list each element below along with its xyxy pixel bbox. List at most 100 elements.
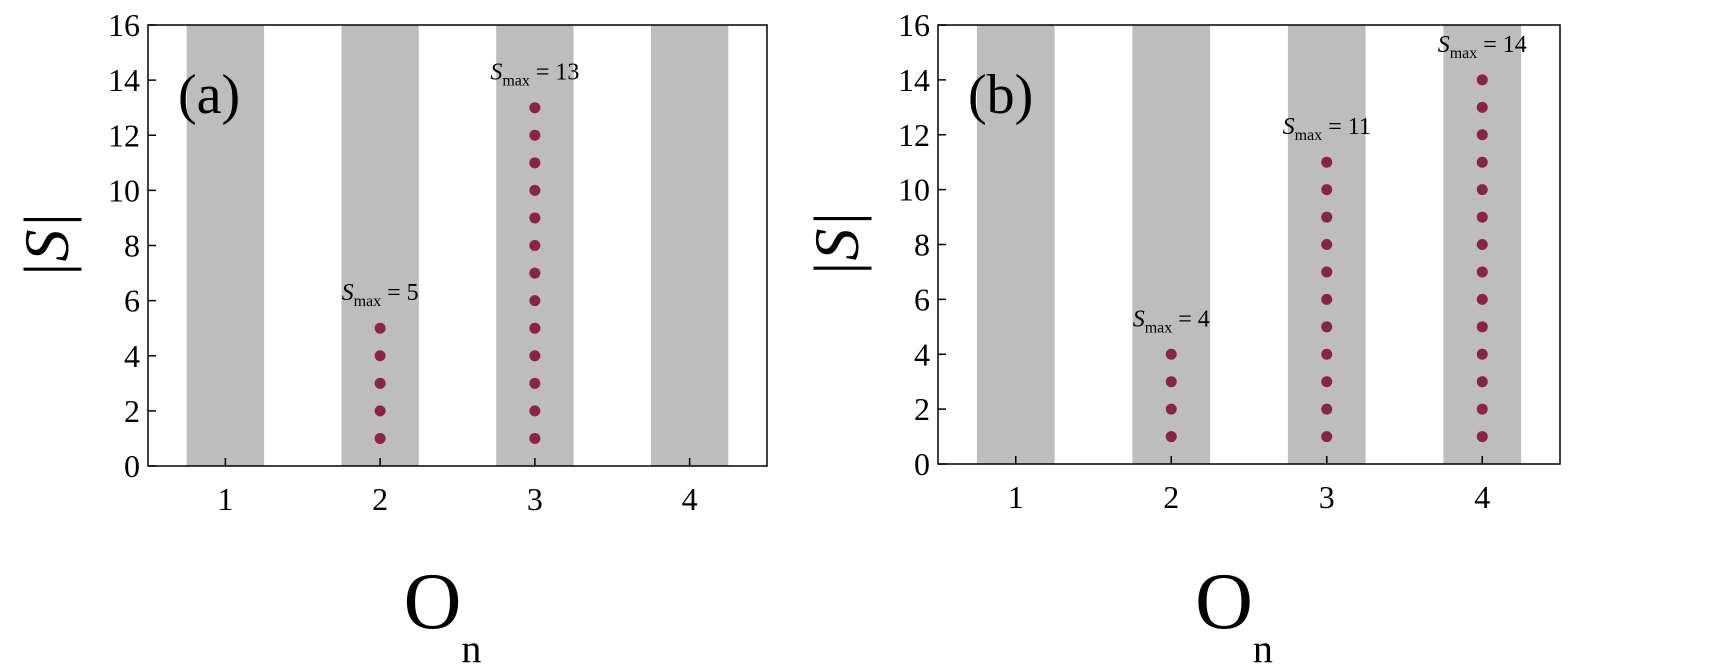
x-tick-label: 4 <box>1474 479 1490 515</box>
point <box>1476 101 1488 113</box>
y-tick-label: 0 <box>914 446 930 482</box>
point <box>1321 321 1333 333</box>
annotation-value: = 13 <box>536 60 580 86</box>
point <box>1476 129 1488 141</box>
y-tick-label: 12 <box>898 117 930 153</box>
annotation: Smax = 4 <box>1133 306 1210 336</box>
point <box>374 322 386 334</box>
y-tick-label: 14 <box>108 62 140 98</box>
point <box>1476 403 1488 415</box>
x-tick-label: 2 <box>1163 479 1179 515</box>
y-tick-label: 10 <box>108 172 140 208</box>
point <box>529 240 541 251</box>
annotation-subscript: max <box>354 293 382 310</box>
category-band <box>341 25 419 466</box>
point <box>1476 211 1488 223</box>
x-tick-label: 2 <box>372 481 388 517</box>
annotation-symbol: S <box>342 280 354 306</box>
x-axis-label-main: O <box>404 558 462 646</box>
point <box>1476 74 1488 86</box>
annotation-subscript: max <box>1295 127 1323 144</box>
annotation-symbol: S <box>1133 306 1145 332</box>
point <box>1476 376 1488 388</box>
point <box>529 212 541 224</box>
annotation-subscript: max <box>1450 45 1478 62</box>
y-tick-label: 12 <box>108 117 140 153</box>
y-tick-label: 4 <box>914 336 930 372</box>
y-tick-label: 0 <box>124 448 140 484</box>
point <box>1476 156 1488 168</box>
x-tick-label: 4 <box>682 481 698 517</box>
y-tick-label: 6 <box>124 283 140 319</box>
point <box>1476 431 1488 443</box>
y-tick-label: 2 <box>124 393 140 429</box>
point <box>1165 348 1177 360</box>
annotation-symbol: S <box>1283 114 1295 140</box>
category-band <box>976 25 1055 464</box>
annotation-value: = 5 <box>387 280 419 306</box>
x-axis-label-main: O <box>1195 558 1253 646</box>
panel-label: (a) <box>178 64 240 126</box>
x-axis-label: On <box>404 558 482 671</box>
point <box>1165 431 1177 443</box>
point <box>1476 239 1488 250</box>
y-axis-label: |S| <box>801 211 872 278</box>
y-tick-label: 8 <box>124 228 140 264</box>
point <box>1321 239 1333 250</box>
point <box>374 377 386 389</box>
point <box>1476 266 1488 278</box>
point <box>529 432 541 444</box>
point <box>1321 266 1333 278</box>
point <box>1321 293 1333 305</box>
point <box>529 322 541 334</box>
point <box>1321 156 1333 168</box>
y-tick-label: 16 <box>108 7 140 43</box>
point <box>1476 293 1488 305</box>
point <box>1321 431 1333 443</box>
point <box>1321 403 1333 415</box>
point <box>529 405 541 417</box>
point <box>1321 348 1333 360</box>
annotation-symbol: S <box>1438 32 1450 58</box>
point <box>1165 376 1177 388</box>
point <box>1321 376 1333 388</box>
annotation-subscript: max <box>502 73 530 90</box>
annotation: Smax = 5 <box>342 280 419 310</box>
y-axis-label: |S| <box>11 212 82 279</box>
point <box>529 350 541 362</box>
x-tick-label: 1 <box>217 481 233 517</box>
x-tick-label: 1 <box>1008 479 1024 515</box>
category-band <box>186 25 265 466</box>
y-tick-label: 4 <box>124 338 140 374</box>
point <box>529 129 541 141</box>
annotation-value: = 4 <box>1178 306 1210 332</box>
point <box>374 432 386 444</box>
y-tick-label: 10 <box>898 172 930 208</box>
point <box>374 350 386 362</box>
y-tick-label: 6 <box>914 281 930 317</box>
x-tick-label: 3 <box>527 481 543 517</box>
point <box>529 267 541 279</box>
point <box>529 295 541 307</box>
annotation-symbol: S <box>490 60 502 86</box>
point <box>1476 321 1488 333</box>
point <box>529 377 541 389</box>
point <box>1476 348 1488 360</box>
annotation: Smax = 13 <box>490 60 579 90</box>
y-tick-label: 2 <box>914 391 930 427</box>
x-tick-label: 3 <box>1319 479 1335 515</box>
x-axis-label-sub: n <box>461 626 481 671</box>
point <box>1321 211 1333 223</box>
category-band <box>1132 25 1211 464</box>
point <box>529 184 541 196</box>
point <box>529 157 541 169</box>
panel-label: (b) <box>968 64 1033 126</box>
y-tick-label: 8 <box>914 227 930 263</box>
annotation-subscript: max <box>1145 319 1173 336</box>
y-tick-label: 14 <box>898 62 930 98</box>
point <box>374 405 386 417</box>
y-tick-label: 16 <box>898 7 930 43</box>
annotation-value: = 11 <box>1328 114 1371 140</box>
point <box>1321 184 1333 196</box>
